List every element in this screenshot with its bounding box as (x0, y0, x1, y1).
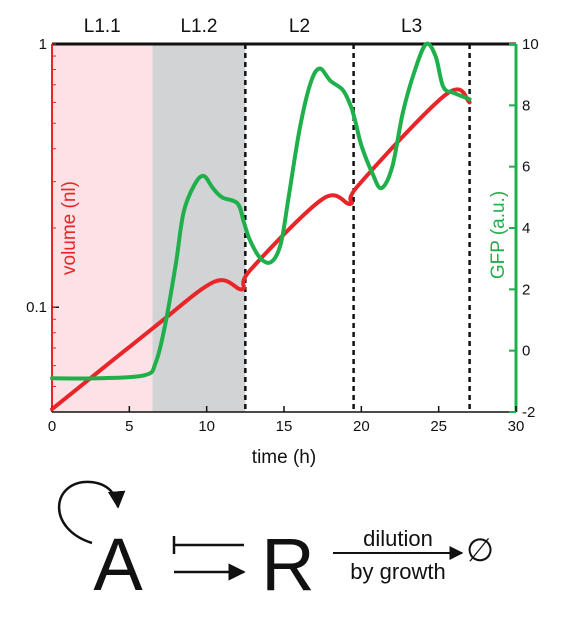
stage-label-4: L3 (401, 16, 422, 37)
stage-shade-1 (52, 44, 153, 412)
growth-label: by growth (350, 559, 445, 584)
y-left-tick-label-2: 1 (39, 36, 47, 53)
node-a: A (93, 523, 143, 606)
x-tick-label-25: 25 (430, 418, 447, 435)
stage-label-1: L1.1 (84, 16, 121, 37)
y-right-tick-label-1: -2 (522, 404, 535, 421)
y-right-tick-label-6: 8 (522, 97, 530, 114)
empty-set-symbol: ∅ (466, 532, 494, 568)
x-tick-label-15: 15 (276, 418, 293, 435)
dilution-label: dilution (363, 526, 433, 551)
x-tick-label-10: 10 (198, 418, 215, 435)
node-r: R (261, 523, 314, 606)
x-tick-label-5: 5 (125, 418, 133, 435)
regulation-diagram: A R dilution by growth ∅ (57, 480, 494, 606)
y-right-tick-label-5: 6 (522, 159, 530, 176)
stage-label-3: L2 (289, 16, 310, 37)
x-tick-label-20: 20 (353, 418, 370, 435)
y-right-tick-label-3: 2 (522, 281, 530, 298)
y-right-tick-label-4: 4 (522, 220, 530, 237)
self-activation-arrow (57, 480, 126, 545)
y-left-axis-label: volume (nl) (59, 181, 80, 275)
y-left-tick-label-1: 0.1 (26, 299, 47, 316)
y-right-tick-label-7: 10 (522, 36, 539, 53)
series-line-gfp (50, 41, 472, 381)
x-tick-label-0: 0 (48, 418, 56, 435)
x-axis-label: time (h) (252, 447, 316, 468)
y-right-axis-label: GFP (a.u.) (488, 191, 509, 279)
y-right-tick-label-2: 0 (522, 343, 530, 360)
stage-shade-2 (152, 44, 246, 412)
stage-label-2: L1.2 (180, 16, 217, 37)
x-tick-label-30: 30 (508, 418, 525, 435)
